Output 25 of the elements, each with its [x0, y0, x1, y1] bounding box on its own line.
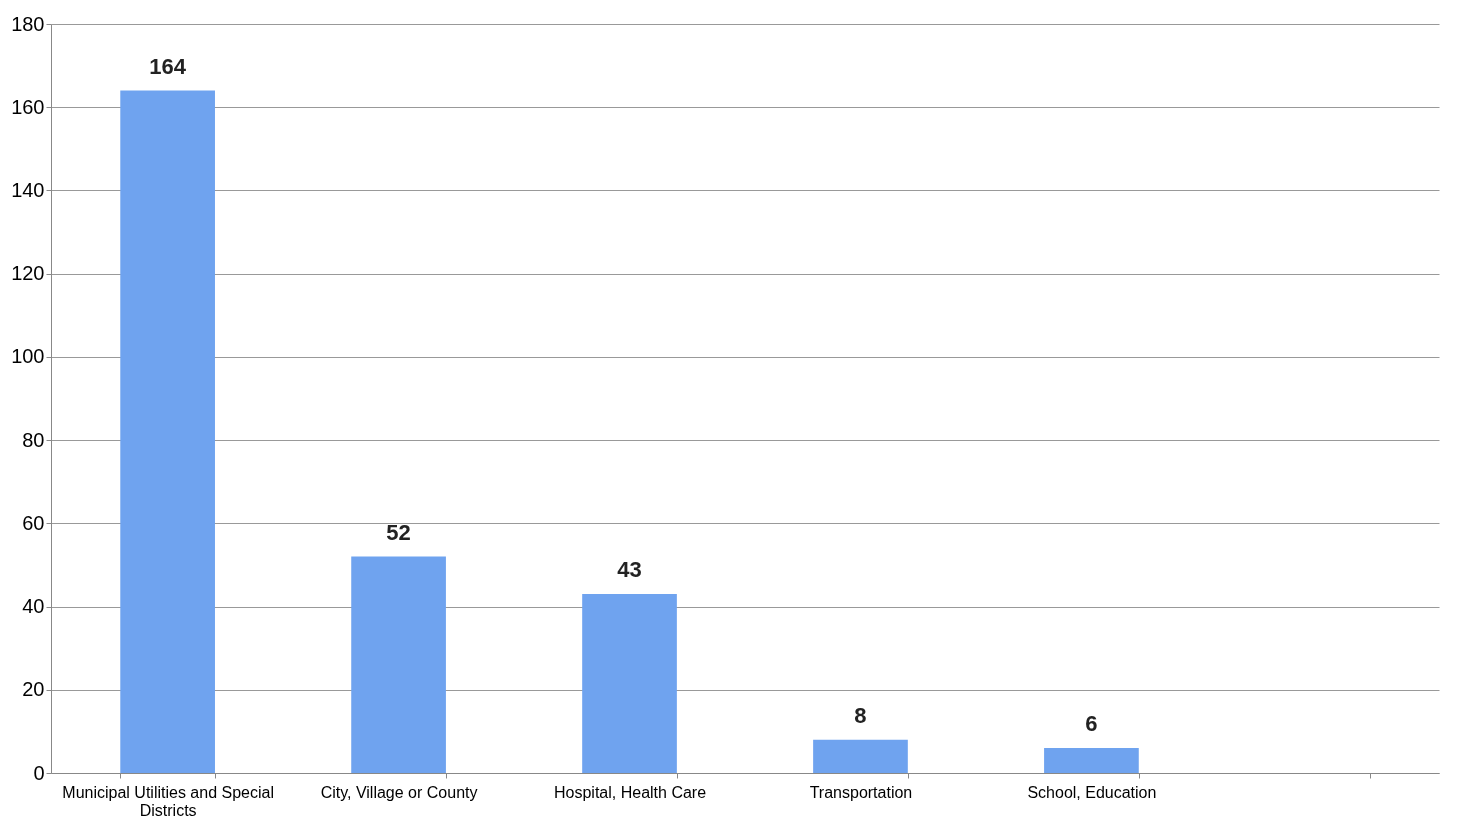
y-tick-label: 160: [11, 95, 45, 118]
bar: [582, 594, 677, 773]
x-tick-label: Municipal Utilities and Special Districts: [62, 783, 274, 819]
y-tick-label: 100: [11, 345, 45, 368]
data-label: 6: [1085, 711, 1098, 737]
y-tick-label: 80: [22, 428, 45, 451]
bar: [120, 90, 215, 773]
x-tick-label: Transportation: [809, 783, 913, 801]
data-label: 8: [854, 702, 867, 728]
bar: [1044, 748, 1139, 773]
y-tick-label: 20: [22, 678, 45, 701]
x-tick-label: City, Village or County: [320, 783, 478, 801]
data-label: 43: [617, 557, 642, 583]
y-tick-label: 140: [11, 178, 45, 201]
y-tick-label: 40: [22, 595, 45, 618]
x-tick-label: Hospital, Health Care: [553, 783, 707, 801]
y-tick-label: 120: [11, 262, 45, 285]
bar: [351, 556, 446, 773]
y-tick-label: 0: [33, 761, 45, 784]
data-label: 164: [149, 53, 187, 79]
data-label: 52: [386, 519, 411, 545]
y-tick-label: 180: [11, 12, 45, 35]
y-tick-label: 60: [22, 511, 45, 534]
bar: [813, 739, 908, 773]
x-tick-label: School, Education: [1027, 783, 1157, 801]
